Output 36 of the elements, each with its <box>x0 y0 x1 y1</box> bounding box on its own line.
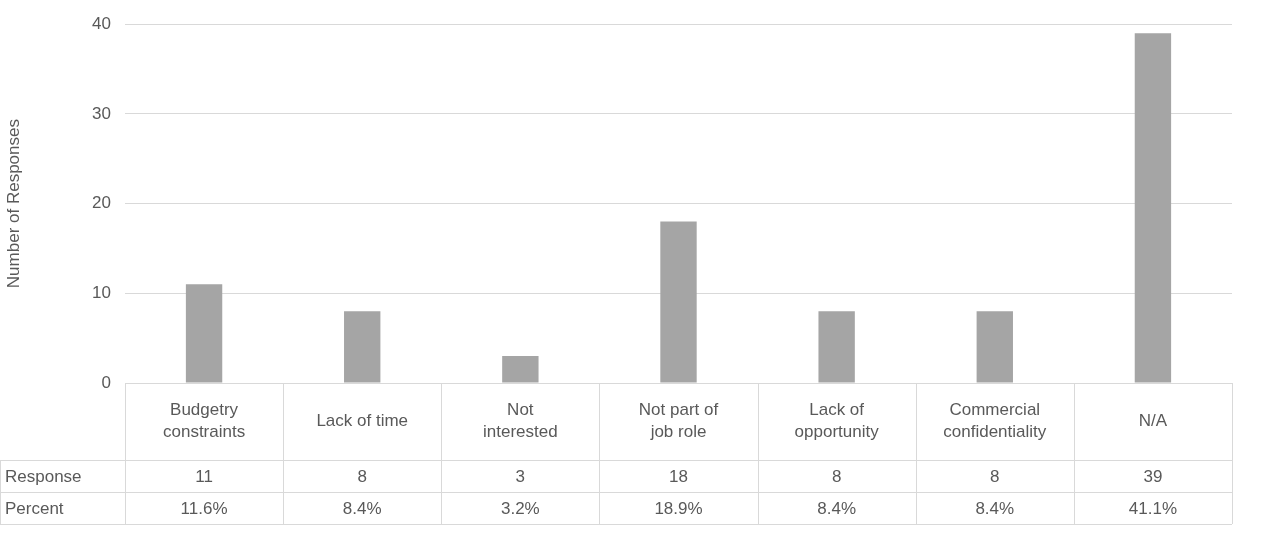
bar <box>1134 33 1172 383</box>
data-label: 8 <box>357 466 367 486</box>
data-label: 8 <box>990 466 1000 486</box>
y-tick-label: 10 <box>92 282 111 302</box>
bar <box>344 311 381 383</box>
y-tick-label: 30 <box>92 103 111 123</box>
y-tick-label: 40 <box>92 13 111 33</box>
text: 11.6% <box>180 498 228 518</box>
data-label: 8 <box>831 466 842 486</box>
x-tick-label: N/A <box>1138 411 1168 431</box>
bar <box>660 221 697 383</box>
text: 41.1% <box>1128 498 1178 518</box>
data-label: 3 <box>515 466 526 486</box>
x-tick-label: Lack of opportunity <box>794 400 880 442</box>
bar <box>185 284 223 383</box>
y-tick-label: 0 <box>101 372 111 392</box>
text: 8.4% <box>975 498 1015 518</box>
text: 3.2% <box>500 498 540 518</box>
y-axis-title: Number of Responses <box>3 119 23 289</box>
x-tick-label: Lack of time <box>316 411 409 431</box>
data-label: 18 <box>669 466 688 486</box>
bar <box>976 311 1013 383</box>
x-tick-label: Not part of job role <box>638 400 719 442</box>
text: 18.9% <box>654 498 703 518</box>
bar <box>818 311 855 383</box>
data-label: 39 <box>1143 466 1163 486</box>
text: Percent <box>5 498 64 518</box>
bar <box>502 356 539 383</box>
x-tick-label: Not interested <box>483 400 558 442</box>
text: 8.4% <box>342 498 382 518</box>
data-label: 11 <box>195 466 213 486</box>
text: Response <box>5 466 82 486</box>
text: 8.4% <box>817 498 857 518</box>
y-tick-label: 20 <box>92 193 111 213</box>
x-tick-label: Budgetry constraints <box>162 400 246 442</box>
x-tick-label: Commercial confidentiality <box>943 400 1047 442</box>
